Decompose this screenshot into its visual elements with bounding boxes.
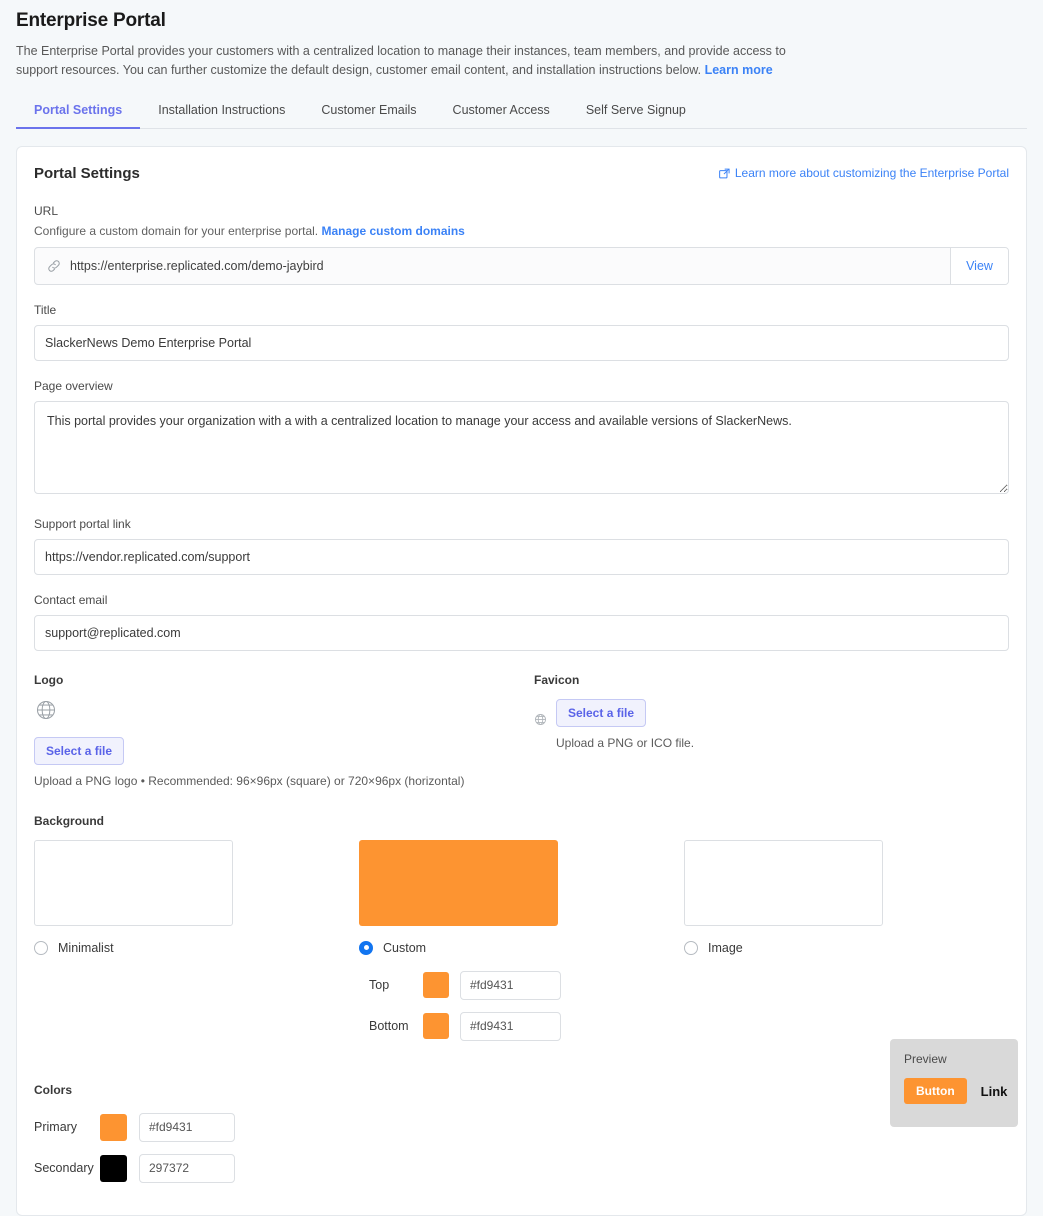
primary-color-chip[interactable]	[100, 1113, 127, 1141]
background-radio-label-custom: Custom	[383, 940, 427, 955]
title-label: Title	[34, 302, 57, 317]
colors-label: Colors	[34, 1082, 73, 1097]
logo-label: Logo	[34, 672, 64, 687]
learn-more-link[interactable]: Learn more	[704, 63, 773, 78]
tab-installation-instructions[interactable]: Installation Instructions	[158, 102, 286, 117]
background-swatch-minimalist[interactable]	[34, 839, 233, 926]
page-overview-label: Page overview	[34, 378, 113, 393]
url-value-area[interactable]: https://enterprise.replicated.com/demo-j…	[35, 248, 950, 284]
tab-self-serve-signup[interactable]: Self Serve Signup	[585, 102, 686, 117]
favicon-inner: Select a file Upload a PNG or ICO file.	[534, 698, 1009, 750]
background-top-label: Top	[369, 978, 390, 993]
preview-label: Preview	[904, 1052, 947, 1066]
url-value: https://enterprise.replicated.com/demo-j…	[70, 258, 324, 273]
background-radio-image[interactable]: Image	[684, 940, 1009, 955]
external-link-icon	[718, 168, 730, 179]
uploads-row: Logo Select a file Upload a PNG logo • R…	[34, 673, 1009, 788]
page-overview-textarea[interactable]	[34, 400, 1009, 494]
favicon-group: Favicon Select a file Upload a PNG or IC…	[534, 673, 1009, 788]
background-bottom-label: Bottom	[369, 1019, 409, 1034]
secondary-color-row: Secondary	[34, 1153, 1009, 1183]
colors-section: Colors Primary Secondary	[34, 1083, 1009, 1183]
customizing-portal-help-link[interactable]: Learn more about customizing the Enterpr…	[718, 166, 1009, 181]
background-swatch-custom[interactable]	[359, 839, 558, 926]
page-description-text: The Enterprise Portal provides your cust…	[16, 44, 786, 78]
portal-settings-card: Portal Settings Learn more about customi…	[16, 145, 1027, 1216]
card-title: Portal Settings	[34, 164, 140, 182]
background-top-color-input[interactable]	[460, 970, 561, 1000]
background-bottom-color-chip[interactable]	[423, 1013, 449, 1040]
url-view-button[interactable]: View	[950, 247, 1008, 284]
url-field-group: URL Configure a custom domain for your e…	[34, 204, 1009, 285]
tab-customer-access[interactable]: Customer Access	[452, 102, 550, 117]
background-top-color-chip[interactable]	[423, 972, 449, 999]
primary-color-row: Primary	[34, 1112, 1009, 1142]
url-help: Configure a custom domain for your enter…	[34, 224, 1009, 238]
background-options: Minimalist Custom Top Bottom	[34, 839, 1009, 1053]
colors-rows: Primary Secondary	[34, 1112, 1009, 1183]
manage-custom-domains-link[interactable]: Manage custom domains	[321, 223, 465, 238]
tab-customer-emails[interactable]: Customer Emails	[321, 102, 417, 117]
primary-color-input[interactable]	[139, 1112, 235, 1142]
tab-bar: Portal Settings Installation Instruction…	[16, 97, 1027, 129]
radio-icon	[359, 940, 373, 955]
preview-button[interactable]: Button	[904, 1078, 967, 1104]
background-radio-minimalist[interactable]: Minimalist	[34, 940, 359, 955]
background-radio-custom[interactable]: Custom	[359, 940, 684, 955]
url-help-text: Configure a custom domain for your enter…	[34, 223, 319, 238]
background-label: Background	[34, 813, 105, 828]
tab-portal-settings[interactable]: Portal Settings	[16, 97, 141, 129]
secondary-color-input[interactable]	[139, 1153, 235, 1183]
logo-hint: Upload a PNG logo • Recommended: 96×96px…	[34, 773, 465, 788]
background-swatch-image[interactable]	[684, 839, 883, 926]
logo-group: Logo Select a file Upload a PNG logo • R…	[34, 673, 534, 788]
background-section: Background Minimalist Custom Top	[34, 814, 1009, 1053]
favicon-select-file-button[interactable]: Select a file	[556, 698, 647, 727]
page-title: Enterprise Portal	[16, 10, 166, 31]
globe-icon	[534, 713, 547, 726]
radio-icon	[684, 940, 698, 955]
support-portal-link-input[interactable]	[34, 538, 1009, 575]
background-option-image: Image	[684, 839, 1009, 1053]
page-header: Enterprise Portal The Enterprise Portal …	[0, 0, 1043, 129]
favicon-controls: Select a file Upload a PNG or ICO file.	[556, 698, 695, 750]
title-input[interactable]	[34, 324, 1009, 361]
contact-email-field-group: Contact email	[34, 593, 1009, 651]
contact-email-label: Contact email	[34, 592, 108, 607]
background-top-row: Top	[369, 970, 684, 1000]
favicon-hint: Upload a PNG or ICO file.	[556, 735, 695, 750]
link-icon	[47, 259, 61, 273]
logo-select-file-button[interactable]: Select a file	[34, 736, 125, 765]
preview-row: Button Link	[904, 1078, 1007, 1104]
url-label: URL	[34, 203, 59, 218]
background-bottom-color-input[interactable]	[460, 1011, 561, 1041]
background-bottom-row: Bottom	[369, 1011, 684, 1041]
background-custom-colors: Top Bottom	[369, 970, 684, 1041]
card-header: Portal Settings Learn more about customi…	[34, 165, 1009, 182]
favicon-label: Favicon	[534, 672, 580, 687]
page-overview-field-group: Page overview	[34, 379, 1009, 499]
preview-panel: Preview Button Link	[890, 1039, 1018, 1127]
radio-icon	[34, 940, 48, 955]
background-option-custom: Custom Top Bottom	[359, 839, 684, 1053]
background-option-minimalist: Minimalist	[34, 839, 359, 1053]
support-portal-link-field-group: Support portal link	[34, 517, 1009, 575]
title-field-group: Title	[34, 303, 1009, 361]
background-radio-label-minimalist: Minimalist	[58, 940, 114, 955]
secondary-color-label: Secondary	[34, 1161, 94, 1176]
primary-color-label: Primary	[34, 1120, 78, 1135]
preview-link[interactable]: Link	[980, 1083, 1008, 1099]
secondary-color-chip[interactable]	[100, 1154, 127, 1182]
globe-icon	[35, 699, 57, 721]
url-input-row: https://enterprise.replicated.com/demo-j…	[34, 246, 1009, 285]
background-radio-label-image: Image	[708, 940, 743, 955]
customizing-portal-help-label: Learn more about customizing the Enterpr…	[734, 166, 1009, 181]
contact-email-input[interactable]	[34, 614, 1009, 651]
support-portal-link-label: Support portal link	[34, 516, 131, 531]
page-description: The Enterprise Portal provides your cust…	[16, 42, 806, 81]
